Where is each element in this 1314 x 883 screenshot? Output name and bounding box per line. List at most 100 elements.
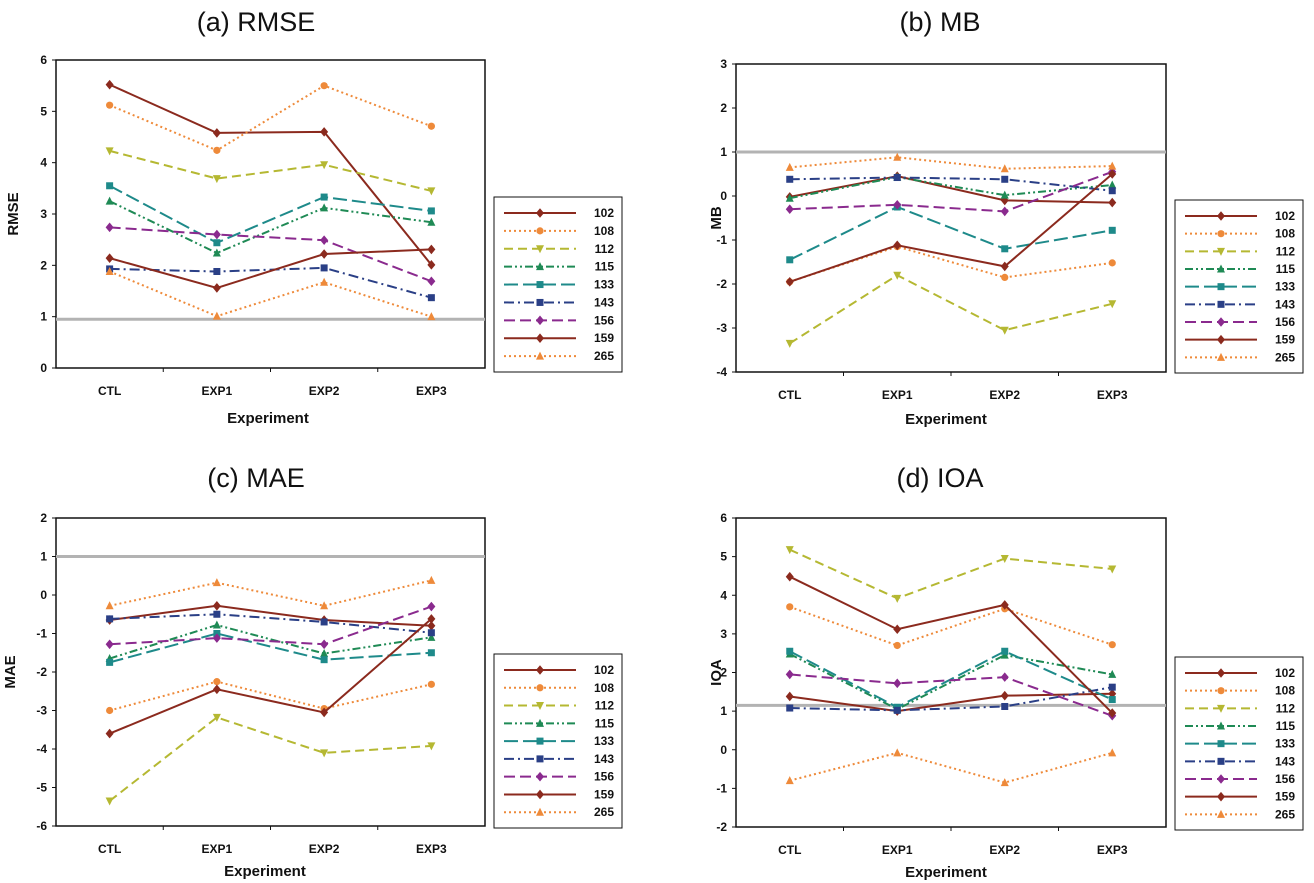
y-tick-label: 4	[720, 588, 727, 602]
y-tick-label: -6	[36, 819, 47, 833]
data-point-265	[1108, 161, 1117, 170]
data-point-159	[320, 707, 329, 718]
data-point-133	[786, 256, 794, 264]
data-point-143	[786, 704, 794, 712]
legend-label: 115	[595, 716, 615, 730]
y-tick-label: 2	[40, 511, 47, 525]
series-line-159	[789, 575, 1113, 714]
legend-marker-108	[1217, 230, 1225, 238]
x-tick-label: CTL	[98, 842, 121, 856]
data-point-108	[893, 641, 901, 650]
legend-marker-115	[1217, 264, 1225, 273]
y-tick-label: -5	[36, 781, 47, 795]
legend-label: 159	[1275, 333, 1295, 347]
series-line-112	[789, 548, 1113, 600]
data-point-102	[212, 600, 221, 611]
legend-marker-108	[536, 227, 544, 235]
series-line-159	[789, 173, 1113, 283]
legend-label: 102	[594, 206, 614, 220]
data-point-112	[105, 797, 114, 806]
data-point-112	[1108, 565, 1117, 574]
legend-marker-115	[1217, 721, 1225, 730]
data-point-115	[427, 632, 436, 641]
legend-label: 112	[1276, 244, 1296, 258]
data-point-133	[106, 182, 114, 190]
x-axis-title: Experiment	[227, 410, 309, 427]
data-point-159	[1000, 261, 1009, 272]
series-line-159	[109, 248, 432, 289]
legend-label: 143	[594, 752, 614, 766]
data-point-265	[1000, 164, 1009, 173]
data-point-133	[1108, 226, 1116, 234]
data-point-143	[1001, 175, 1009, 183]
y-tick-label: 2	[720, 101, 727, 115]
legend-marker-133	[1217, 740, 1225, 748]
legend-marker-115	[536, 718, 544, 727]
y-tick-label: -1	[716, 781, 727, 795]
series-line-143	[109, 613, 432, 634]
data-point-159	[893, 240, 902, 251]
data-point-115	[212, 620, 221, 629]
data-point-108	[1108, 259, 1116, 267]
x-tick-label: EXP3	[416, 842, 447, 856]
data-point-156	[212, 229, 221, 240]
series-line-115	[789, 653, 1113, 711]
legend-marker-159	[1217, 791, 1225, 802]
data-point-108	[320, 82, 328, 90]
data-point-143	[213, 610, 221, 618]
series-line-156	[789, 673, 1113, 717]
y-tick-label: 6	[40, 53, 47, 67]
legend-marker-102	[536, 665, 544, 675]
data-point-115	[1108, 669, 1117, 678]
data-point-265	[105, 266, 114, 275]
legend-label: 156	[1275, 772, 1295, 786]
data-point-156	[320, 235, 329, 245]
legend-marker-102	[1217, 668, 1225, 678]
data-point-133	[320, 656, 328, 664]
series-line-115	[109, 200, 432, 255]
legend-marker-102	[536, 208, 544, 218]
data-point-143	[106, 615, 114, 623]
data-point-159	[427, 244, 436, 255]
data-point-102	[427, 621, 436, 631]
series-line-133	[789, 205, 1113, 261]
y-tick-label: 3	[720, 57, 727, 71]
data-point-112	[427, 742, 436, 751]
y-axis-title: MB	[708, 206, 725, 229]
data-point-115	[1108, 180, 1117, 189]
chart-panel-0: (a) RMSE 0 1 2 3 4 5 6 CTL EXP1 EXP2 EXP3 Experiment…	[5, 7, 623, 427]
series-line-133	[109, 184, 432, 244]
y-tick-label: 3	[40, 207, 47, 221]
data-point-112	[1000, 326, 1009, 335]
legend-marker-159	[536, 333, 544, 344]
series-line-265	[789, 751, 1113, 784]
series-line-112	[109, 716, 432, 802]
data-point-159	[212, 684, 221, 695]
data-point-133	[1001, 245, 1009, 253]
data-point-143	[320, 264, 328, 272]
series-line-112	[789, 274, 1113, 345]
data-point-143	[786, 175, 794, 183]
data-point-265	[1108, 748, 1117, 757]
data-point-156	[893, 200, 902, 210]
y-tick-label: -4	[716, 365, 727, 379]
legend-label: 115	[595, 260, 615, 274]
data-point-102	[1108, 197, 1117, 208]
y-tick-label: -2	[36, 665, 47, 679]
series-line-156	[109, 226, 432, 283]
y-axis-title: RMSE	[5, 192, 22, 235]
legend-marker-143	[1217, 757, 1225, 765]
data-point-112	[320, 749, 329, 758]
data-point-112	[212, 175, 221, 184]
legend-marker-143	[536, 298, 544, 306]
data-point-108	[1108, 641, 1116, 649]
data-point-143	[427, 294, 435, 302]
x-axis-title: Experiment	[224, 863, 306, 880]
data-point-265	[212, 311, 221, 320]
data-point-112	[893, 594, 902, 603]
data-point-156	[785, 669, 794, 680]
series-line-102	[109, 604, 432, 627]
y-tick-label: 5	[40, 104, 47, 118]
legend-label: 102	[1275, 666, 1295, 680]
x-tick-label: EXP3	[1097, 843, 1128, 857]
